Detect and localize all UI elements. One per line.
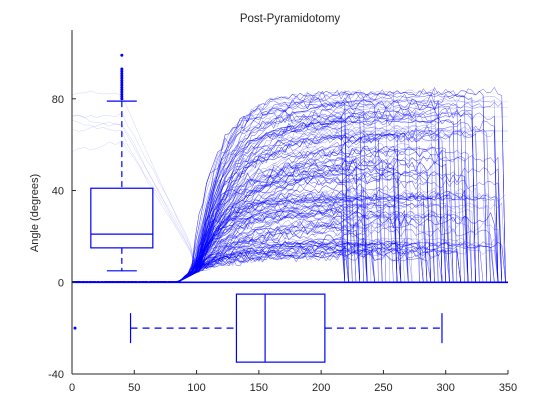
y-boxplot-outlier: [120, 81, 124, 85]
y-boxplot-outlier: [120, 83, 124, 87]
x-tick-label: 0: [69, 382, 75, 394]
y-boxplot-outlier: [120, 90, 124, 94]
y-distribution-boxplot: [90, 53, 154, 272]
x-tick-label: 300: [437, 382, 455, 394]
axes: [71, 30, 509, 375]
y-boxplot-outlier: [120, 76, 124, 80]
x-tick-label: 150: [250, 382, 268, 394]
trace-lines: [71, 87, 508, 284]
y-boxplot-outlier: [120, 74, 124, 78]
y-boxplot-outlier: [120, 69, 124, 73]
y-boxplot-outlier: [120, 72, 124, 76]
y-boxplot-outlier: [120, 92, 124, 96]
y-axis-label: Angle (degrees): [29, 174, 41, 252]
x-boxplot-outlier: [73, 326, 77, 330]
y-boxplot-outlier: [120, 67, 124, 71]
x-tick-label: 350: [499, 382, 517, 394]
y-boxplot-outlier: [120, 78, 124, 82]
x-tick-label: 50: [128, 382, 140, 394]
y-boxplot-outlier: [120, 88, 124, 92]
y-tick-label: 0: [58, 277, 64, 289]
trace-line: [71, 120, 508, 272]
y-tick-label: -40: [48, 369, 64, 381]
tick-labels: 0 50 100 150 200 250 300 350 -40 0 40 80: [48, 94, 517, 394]
trace-line: [71, 107, 508, 272]
x-tick-label: 100: [187, 382, 205, 394]
x-tick-label: 200: [312, 382, 330, 394]
y-tick-label: 40: [52, 186, 64, 198]
y-boxplot-outlier: [120, 53, 124, 57]
y-boxplot-outlier: [120, 95, 124, 99]
y-boxplot-box: [90, 187, 154, 249]
x-distribution-boxplot: [73, 293, 443, 363]
y-boxplot-outlier: [120, 85, 124, 89]
trace-line: [71, 115, 508, 272]
trace-line: [71, 90, 508, 272]
trace-line: [71, 121, 508, 272]
y-boxplot-outlier: [120, 97, 124, 101]
y-tick-label: 80: [52, 94, 64, 106]
trace-line: [71, 140, 508, 272]
x-boxplot-box: [235, 293, 326, 363]
x-tick-label: 250: [374, 382, 392, 394]
chart-title: Post-Pyramidotomy: [240, 13, 341, 25]
